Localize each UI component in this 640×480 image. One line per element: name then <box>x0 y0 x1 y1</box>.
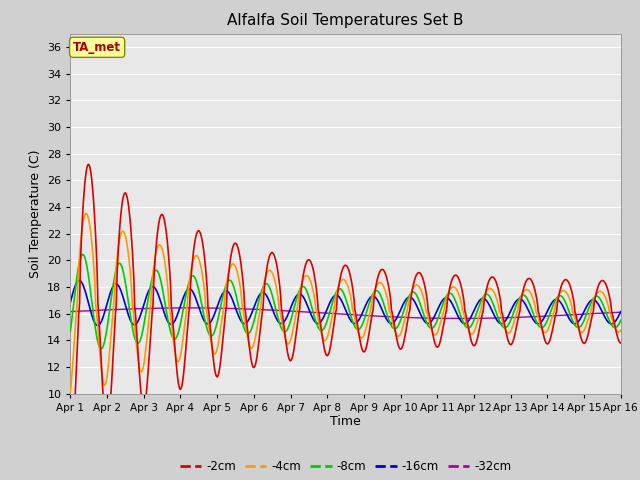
X-axis label: Time: Time <box>330 415 361 429</box>
Legend: -2cm, -4cm, -8cm, -16cm, -32cm: -2cm, -4cm, -8cm, -16cm, -32cm <box>175 455 516 478</box>
Y-axis label: Soil Temperature (C): Soil Temperature (C) <box>29 149 42 278</box>
Text: TA_met: TA_met <box>73 41 121 54</box>
Title: Alfalfa Soil Temperatures Set B: Alfalfa Soil Temperatures Set B <box>227 13 464 28</box>
